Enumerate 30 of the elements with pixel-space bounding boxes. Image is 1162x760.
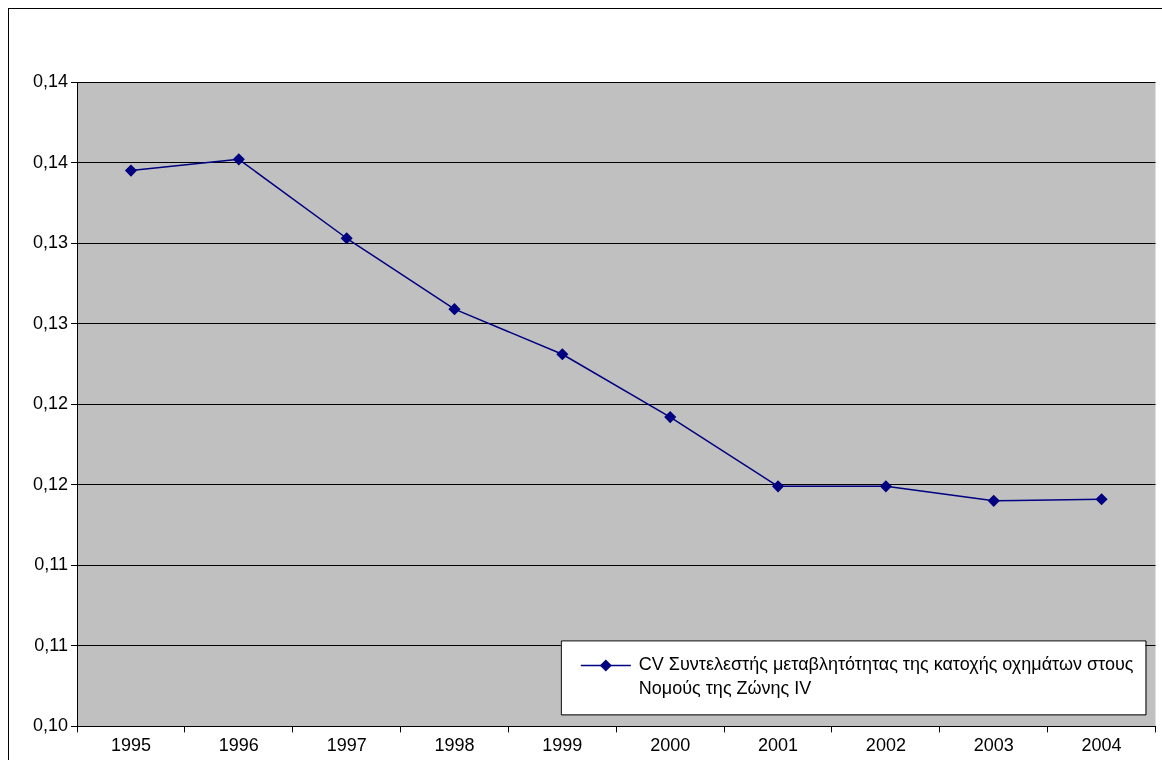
point xyxy=(880,480,892,493)
y-tick-label: 0,13 xyxy=(32,312,69,333)
point xyxy=(125,164,137,177)
y-tick-label: 0,12 xyxy=(32,473,69,494)
x-tick-label: 1995 xyxy=(110,735,151,756)
y-tick-label: 0,14 xyxy=(32,151,69,172)
x-tick-label: 1999 xyxy=(542,735,583,756)
point xyxy=(1095,493,1108,505)
x-tick-label: 1998 xyxy=(434,735,475,756)
y-tick-label: 0,12 xyxy=(32,393,69,414)
point xyxy=(987,495,1000,507)
y-tick-label: 0,13 xyxy=(32,232,69,253)
x-tick-label: 1997 xyxy=(326,735,367,756)
y-tick-label: 0,11 xyxy=(34,554,69,575)
point xyxy=(664,411,676,423)
point xyxy=(448,303,461,315)
point xyxy=(233,153,245,166)
x-tick-label: 1996 xyxy=(218,735,259,756)
point xyxy=(340,232,353,245)
x-tick-label: 2000 xyxy=(650,735,691,756)
x-tick-label: 2004 xyxy=(1081,735,1122,756)
point xyxy=(772,480,784,493)
x-tick-label: 2001 xyxy=(758,735,799,756)
y-tick-label: 0,10 xyxy=(32,715,69,736)
x-tick-label: 2002 xyxy=(865,735,906,756)
x-tick-label: 2003 xyxy=(973,735,1014,756)
y-tick-label: 0,11 xyxy=(34,634,69,655)
point xyxy=(556,348,569,361)
y-tick-label: 0,14 xyxy=(32,70,69,91)
legend-label: CV Συντελεστής μεταβλητότητας της κατοχής οχημάτων στους Νομούς της Ζώνης IV xyxy=(638,654,1134,699)
